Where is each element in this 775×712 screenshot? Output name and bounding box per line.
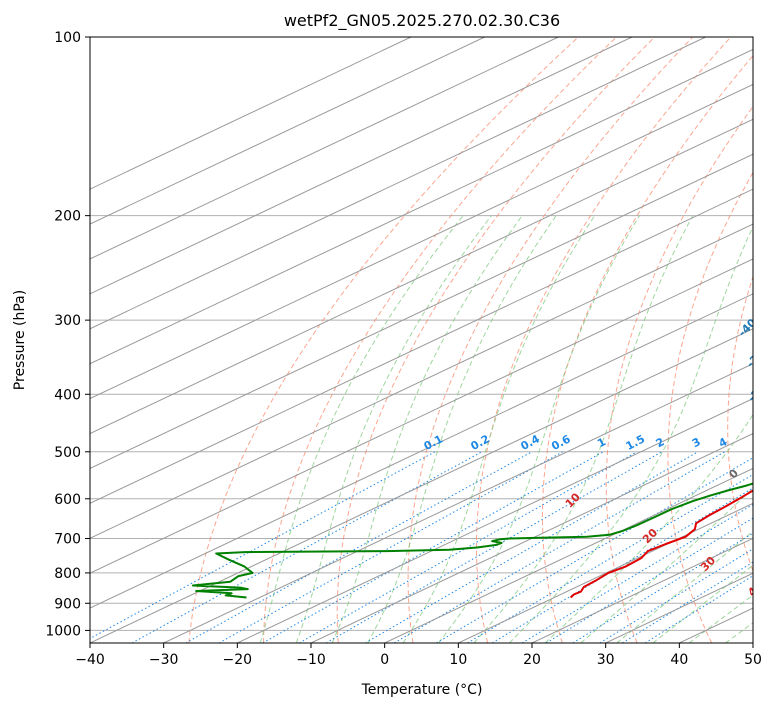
x-tick-label: 0	[380, 652, 389, 668]
chart-title: wetPf2_GN05.2025.270.02.30.C36	[284, 11, 560, 31]
x-tick-label: −20	[223, 652, 253, 668]
x-tick-label: −30	[149, 652, 179, 668]
x-tick-label: 40	[670, 652, 688, 668]
y-tick-label: 800	[54, 566, 81, 582]
y-tick-label: 500	[54, 445, 81, 461]
y-tick-label: 100	[54, 30, 81, 46]
y-tick-label: 600	[54, 492, 81, 508]
y-tick-label: 900	[54, 596, 81, 612]
x-tick-label: −10	[296, 652, 326, 668]
x-tick-label: −40	[75, 652, 105, 668]
y-tick-label: 400	[54, 387, 81, 403]
y-tick-label: 200	[54, 209, 81, 225]
y-tick-label: 300	[54, 313, 81, 329]
x-axis-label: Temperature (°C)	[361, 682, 483, 698]
y-tick-label: 1000	[45, 623, 81, 639]
y-tick-label: 700	[54, 532, 81, 548]
x-tick-label: 30	[597, 652, 615, 668]
x-tick-label: 10	[449, 652, 467, 668]
x-tick-label: 20	[523, 652, 541, 668]
y-axis-label: Pressure (hPa)	[12, 290, 28, 390]
x-tick-label: 50	[744, 652, 762, 668]
